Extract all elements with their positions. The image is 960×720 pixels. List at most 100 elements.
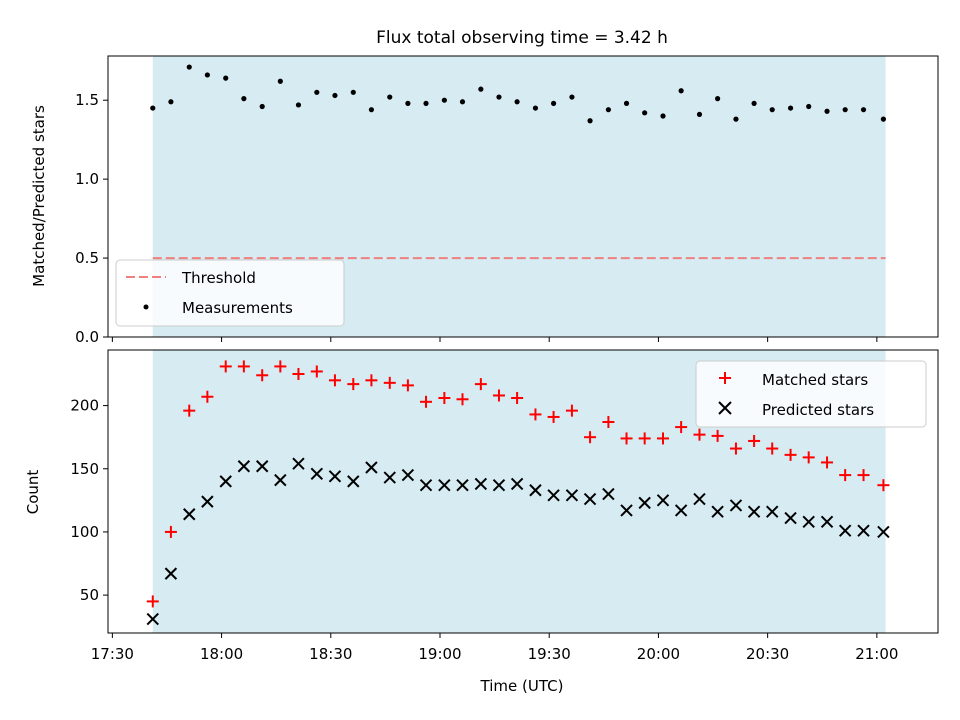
measurement-point bbox=[880, 116, 886, 122]
measurement-point bbox=[295, 102, 302, 108]
matched-star-point bbox=[183, 404, 196, 417]
predicted-star-point bbox=[274, 473, 287, 487]
matched-star-point bbox=[547, 410, 560, 423]
predicted-star-point bbox=[693, 492, 706, 506]
y-tick-label: 1.5 bbox=[75, 91, 99, 109]
legend-measurement-label: Measurements bbox=[182, 299, 293, 317]
measurement-point bbox=[150, 105, 156, 111]
x-tick-label: 20:00 bbox=[637, 645, 680, 663]
bottom-legend: Matched stars Predicted stars bbox=[695, 360, 927, 428]
predicted-star-point bbox=[674, 504, 688, 517]
matched-star-point bbox=[584, 431, 597, 444]
bottom-y-axis: 50 100 150 200 bbox=[70, 397, 108, 604]
predicted-star-point bbox=[401, 468, 415, 482]
x-tick-label: 18:30 bbox=[309, 645, 352, 663]
bottom-panel: 50 100 150 200 17:30 18:00 18:30 19:00 19:30 20:… bbox=[24, 349, 939, 695]
measurement-point bbox=[532, 105, 539, 111]
x-tick-label: 21:00 bbox=[855, 645, 898, 663]
matched-star-point bbox=[839, 469, 852, 482]
y-tick-label: 1.0 bbox=[75, 170, 99, 188]
y-tick-label: 100 bbox=[70, 523, 99, 541]
measurement-point bbox=[550, 100, 557, 106]
measurement-point bbox=[696, 111, 703, 118]
bottom-x-axis: 17:30 18:00 18:30 19:00 19:30 20:00 20:30 21:00 bbox=[91, 633, 898, 663]
measurement-point bbox=[223, 75, 229, 81]
measurement-point bbox=[733, 116, 739, 122]
matched-star-point bbox=[474, 378, 487, 391]
predicted-star-point bbox=[583, 492, 597, 506]
matched-star-point bbox=[274, 360, 287, 373]
matched-star-point bbox=[620, 432, 633, 445]
matched-star-point bbox=[164, 525, 177, 538]
y-tick-label: 0.5 bbox=[75, 249, 99, 267]
matched-star-point bbox=[675, 421, 688, 434]
predicted-star-point bbox=[620, 504, 633, 517]
matched-star-point bbox=[857, 469, 870, 482]
measurement-point bbox=[350, 89, 356, 95]
predicted-star-point bbox=[183, 508, 196, 521]
measurement-point bbox=[623, 100, 630, 106]
measurement-point bbox=[277, 78, 283, 84]
measurement-point bbox=[715, 96, 721, 102]
measurement-point bbox=[787, 105, 794, 111]
measurement-point bbox=[241, 96, 247, 102]
predicted-star-point bbox=[838, 524, 852, 537]
matched-star-point bbox=[456, 393, 469, 406]
matched-star-point bbox=[201, 390, 214, 403]
matched-star-point bbox=[565, 404, 578, 417]
predicted-star-point bbox=[419, 478, 433, 492]
measurement-point bbox=[478, 86, 484, 92]
measurement-point bbox=[459, 99, 466, 105]
x-tick-label: 20:30 bbox=[746, 645, 789, 663]
measurement-point bbox=[842, 107, 848, 113]
matched-star-point bbox=[292, 368, 305, 381]
matched-star-point bbox=[802, 451, 815, 464]
measurement-point bbox=[605, 107, 612, 113]
predicted-star-point bbox=[529, 484, 542, 497]
measurement-point bbox=[824, 108, 830, 114]
measurement-point bbox=[806, 103, 812, 110]
predicted-star-point bbox=[638, 496, 651, 510]
y-tick-label: 150 bbox=[70, 460, 99, 478]
matched-star-point bbox=[711, 429, 724, 442]
chart-title: Flux total observing time = 3.42 h bbox=[376, 28, 668, 48]
matched-star-point bbox=[383, 376, 396, 389]
measurement-point bbox=[441, 97, 447, 103]
measurement-point bbox=[332, 92, 338, 99]
measurement-point bbox=[660, 113, 666, 119]
bottom-y-label: Count bbox=[24, 470, 42, 515]
measurement-point bbox=[259, 103, 265, 110]
measurement-point bbox=[186, 64, 192, 70]
measurement-point bbox=[860, 107, 867, 113]
measurement-point bbox=[751, 100, 757, 106]
matched-star-point bbox=[347, 378, 360, 391]
top-legend: Threshold Measurements bbox=[115, 259, 345, 327]
matched-star-point bbox=[657, 432, 670, 445]
measurement-point bbox=[368, 107, 375, 113]
predicted-star-point bbox=[602, 487, 615, 501]
predicted-star-point bbox=[510, 477, 524, 491]
predicted-star-point bbox=[328, 470, 342, 483]
y-tick-label: 0.0 bbox=[75, 328, 99, 346]
matched-star-point bbox=[821, 456, 834, 469]
predicted-star-point bbox=[201, 495, 214, 508]
predicted-star-point bbox=[219, 475, 232, 488]
predicted-star-point bbox=[747, 505, 761, 518]
predicted-star-point bbox=[492, 478, 506, 492]
matched-star-point bbox=[529, 408, 542, 421]
predicted-star-point bbox=[656, 494, 670, 507]
predicted-star-point bbox=[237, 460, 251, 473]
count-points bbox=[146, 360, 890, 626]
predicted-star-point bbox=[164, 567, 178, 580]
legend-predicted-label: Predicted stars bbox=[762, 401, 874, 419]
matched-star-point bbox=[219, 360, 232, 373]
legend-matched-swatch bbox=[719, 372, 731, 384]
x-tick-label: 17:30 bbox=[91, 645, 134, 663]
y-tick-label: 50 bbox=[80, 586, 99, 604]
matched-star-point bbox=[438, 392, 451, 405]
measurement-point bbox=[496, 94, 502, 100]
top-y-label: Matched/Predicted stars bbox=[30, 105, 48, 287]
predicted-star-point bbox=[784, 511, 797, 525]
matched-star-point bbox=[638, 432, 651, 445]
predicted-star-point bbox=[146, 612, 159, 626]
